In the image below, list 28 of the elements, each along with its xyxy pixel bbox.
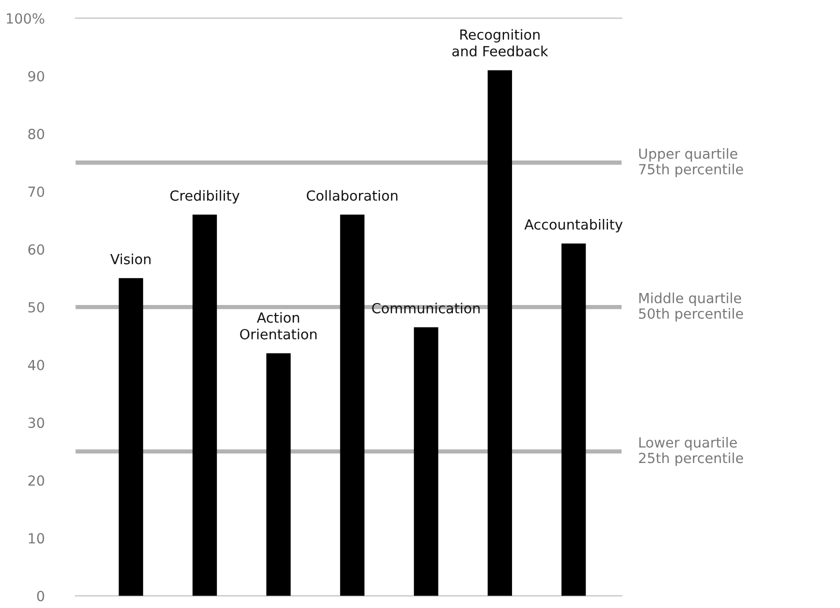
y-tick-label: 10 (28, 533, 44, 544)
bar (192, 214, 217, 596)
y-tick-label: 90 (28, 70, 44, 82)
x-tick-label: Collaboration (306, 190, 398, 201)
bar (118, 278, 144, 596)
y-tick-label: 40 (28, 360, 44, 370)
bar (488, 70, 512, 596)
x-tick-label: Communication (372, 302, 480, 314)
bar (414, 327, 438, 596)
y-tick-label: 60 (28, 244, 44, 255)
y-tick-label: 50 (28, 302, 44, 313)
ref-line-label: Lower quartile 25th percentile (639, 436, 744, 466)
y-tick-label: 20 (28, 475, 44, 486)
x-tick-label: Accountability (524, 218, 623, 232)
x-tick-label: Vision (110, 254, 150, 264)
y-tick-label: 80 (28, 128, 44, 140)
ref-line-label: Middle quartile 50th percentile (639, 292, 744, 322)
x-tick-label: Credibility (170, 190, 240, 204)
y-tick-label: 70 (28, 186, 44, 197)
x-tick-label: Action Orientation (240, 312, 317, 340)
bar (266, 353, 291, 596)
y-tick-label: 30 (28, 418, 44, 428)
bar (340, 214, 364, 596)
y-tick-label: 0 (37, 590, 44, 602)
y-tick-label: 100% (6, 13, 44, 24)
bar (561, 244, 586, 596)
x-tick-label: Recognition and Feedback (452, 29, 548, 56)
ref-line-label: Upper quartile 75th percentile (639, 148, 744, 178)
